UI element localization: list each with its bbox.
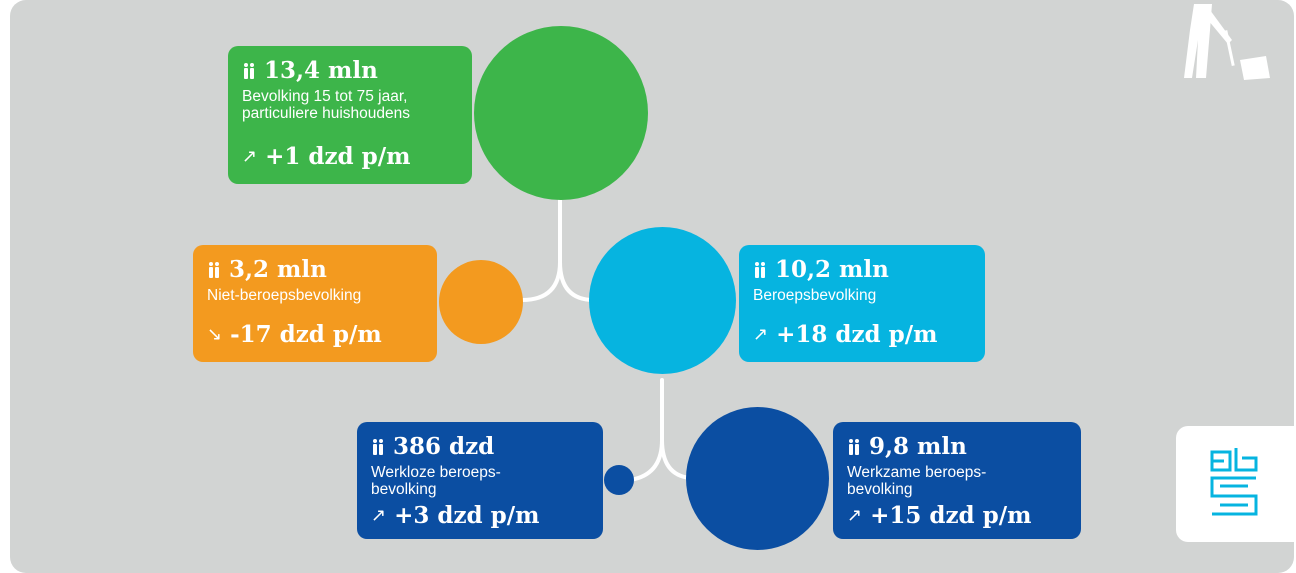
- people-icon: [244, 63, 254, 79]
- cbs-logo: [1210, 448, 1258, 516]
- people-icon: [849, 439, 859, 455]
- population-description: Bevolking 15 tot 75 jaar, particuliere h…: [242, 88, 411, 122]
- not-labour-force-description: Niet-beroepsbevolking: [207, 287, 362, 304]
- unemployed-description: Werkloze beroeps- bevolking: [371, 464, 501, 498]
- circle-not-labour-force: [439, 260, 523, 344]
- connector-mid: [628, 378, 664, 482]
- not-labour-force-amount: 3,2 mln: [229, 256, 327, 283]
- arrow-up-right-icon: ↗: [847, 505, 863, 526]
- labour-force-description: Beroepsbevolking: [753, 287, 877, 304]
- employed-change-row: ↗ +15 dzd p/m: [847, 503, 1031, 529]
- box-not-labour-force: 3,2 mln Niet-beroepsbevolking ↘ -17 dzd …: [193, 245, 437, 362]
- population-amount: 13,4 mln: [264, 57, 378, 84]
- unemployed-change-row: ↗ +3 dzd p/m: [371, 503, 539, 529]
- people-icon: [373, 439, 383, 455]
- box-unemployed: 386 dzd Werkloze beroeps- bevolking ↗ +3…: [357, 422, 603, 539]
- unemployed-change: +3 dzd p/m: [394, 502, 540, 529]
- employed-change: +15 dzd p/m: [870, 502, 1032, 529]
- population-change: +1 dzd p/m: [265, 143, 411, 170]
- box-population: 13,4 mln Bevolking 15 tot 75 jaar, parti…: [228, 46, 472, 184]
- box-employed: 9,8 mln Werkzame beroeps- bevolking ↗ +1…: [833, 422, 1081, 539]
- cbs-logo-tile: [1176, 426, 1296, 542]
- arrow-up-right-icon: ↗: [753, 324, 769, 345]
- arrow-down-right-icon: ↘: [207, 324, 223, 345]
- not-labour-force-change-row: ↘ -17 dzd p/m: [207, 322, 382, 348]
- people-icon: [209, 262, 219, 278]
- arrow-up-right-icon: ↗: [242, 146, 258, 167]
- employed-description: Werkzame beroeps- bevolking: [847, 464, 987, 498]
- circle-employed: [686, 407, 829, 550]
- population-change-row: ↗ +1 dzd p/m: [242, 144, 410, 170]
- people-icon: [755, 262, 765, 278]
- labour-force-change-row: ↗ +18 dzd p/m: [753, 322, 937, 348]
- unemployed-amount: 386 dzd: [393, 433, 495, 460]
- labour-force-change: +18 dzd p/m: [776, 321, 938, 348]
- labour-force-amount: 10,2 mln: [775, 256, 889, 283]
- not-labour-force-change: -17 dzd p/m: [230, 321, 382, 348]
- cleaner-icon: [1184, 4, 1270, 80]
- circle-labour-force: [589, 227, 736, 374]
- box-labour-force: 10,2 mln Beroepsbevolking ↗ +18 dzd p/m: [739, 245, 985, 362]
- arrow-up-right-icon: ↗: [371, 505, 387, 526]
- connector-mid-right: [660, 438, 692, 480]
- circle-population: [474, 26, 648, 200]
- employed-amount: 9,8 mln: [869, 433, 967, 460]
- connector-top-right: [558, 260, 596, 302]
- connector-top: [520, 193, 562, 302]
- circle-unemployed: [604, 465, 634, 495]
